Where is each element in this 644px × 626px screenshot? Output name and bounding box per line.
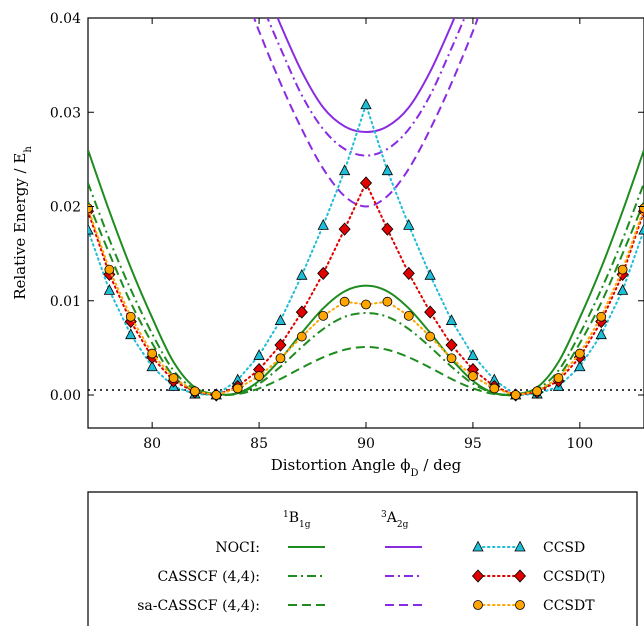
y-tick-label: 0.04 [50,11,81,27]
data-point-ccsd [616,284,629,295]
data-point-ccsd [103,284,116,295]
data-point-ccsd-t [295,305,308,319]
data-point-ccsdt [147,348,158,359]
legend-row-casscf: CASSCF (4,4): [157,569,260,585]
data-point-ccsd [445,314,458,325]
data-point-ccsdt [190,386,200,397]
legend-marker-ccsdt [515,600,525,610]
data-point-ccsd [574,360,586,372]
data-point-ccsdt [446,353,457,364]
data-point-ccsdt [104,264,115,275]
data-point-ccsd [317,218,329,230]
data-point-ccsd-t [381,222,394,236]
data-point-ccsdt [596,311,607,322]
data-point-ccsdt [125,311,136,322]
plot-area [87,17,644,429]
legend-marker-ccsd [514,540,526,552]
data-point-ccsdt [168,373,179,383]
data-point-ccsdt [532,386,542,397]
legend-row-sacasscf: sa-CASSCF (4,4): [137,598,260,614]
series-line-casscf-4-4-1b1g [88,182,644,397]
data-point-ccsd [360,98,372,110]
data-point-ccsd-t [317,266,330,281]
series-line-noci-1b1g [88,149,644,396]
data-point-ccsdt [489,383,500,394]
legend-marker-ccsdt [473,600,483,610]
data-point-ccsd [88,223,94,235]
y-axis-label: Relative Energy / Eh [11,146,34,300]
data-point-ccsdt [468,371,478,382]
data-point-ccsd [595,328,607,340]
legend-col-a2g: 3A2g [381,510,409,530]
y-tick-label: 0.03 [50,105,81,121]
x-tick-label: 80 [143,436,161,452]
data-point-ccsdt [425,331,436,342]
y-tick-label: 0.01 [50,294,81,310]
legend-marker-ccsd-t [471,569,485,583]
series-line-noci-3a2g [276,18,456,134]
legend-label-ccsd-t: CCSD(T) [543,569,606,585]
legend-frame [87,491,638,626]
data-point-ccsdt [382,296,393,307]
data-point-ccsdt [232,383,243,394]
legend: 1B1g 3A2g NOCI: CASSCF (4,4): sa-CASSCF … [87,491,638,626]
data-point-ccsdt [574,348,585,359]
legend-marker-ccsd-t [513,569,527,583]
data-point-ccsd [338,164,351,176]
legend-markers [471,540,527,610]
data-point-ccsdt [361,299,371,310]
data-point-ccsd-t [424,305,437,319]
data-point-ccsd [274,314,287,325]
data-point-ccsd [296,268,308,280]
data-point-ccsd [381,164,394,176]
series-line-sa-casscf-4-4-3a2g [253,18,479,208]
legend-col-b1g: 1B1g [283,510,311,530]
x-axis-label: Distortion Angle ϕD / deg [271,456,462,479]
data-point-ccsdt [617,264,628,275]
ticks-layer: 80 85 90 95 100 0.00 0.01 0.02 0.03 0.04 [50,11,644,452]
y-tick-label: 0.02 [50,200,81,216]
data-point-ccsd [146,360,158,372]
data-point-ccsdt [553,373,564,383]
data-point-ccsd [253,349,265,360]
data-point-ccsdt [275,353,286,364]
data-point-ccsd [125,328,137,340]
series-line-casscf-4-4-3a2g [266,18,466,157]
data-point-ccsdt [318,310,329,321]
series-layer [88,18,644,402]
data-point-ccsd-t [338,222,351,236]
data-point-ccsdt [339,296,350,307]
data-point-ccsd-t [274,338,287,352]
legend-label-ccsd: CCSD [543,540,585,556]
data-point-ccsdt [254,371,264,382]
data-point-ccsd [424,268,436,280]
x-tick-label: 90 [357,436,375,452]
data-point-ccsd-t [445,338,458,352]
data-point-ccsdt [211,390,222,400]
data-point-ccsdt [510,390,521,400]
data-point-ccsd [467,349,479,360]
data-point-ccsdt [88,203,93,214]
data-point-ccsd-t [359,176,373,190]
x-tick-label: 85 [250,436,268,452]
data-point-ccsd [638,223,644,235]
data-point-ccsdt [403,310,414,321]
legend-row-noci: NOCI: [215,540,260,556]
y-tick-label: 0.00 [50,388,81,404]
x-tick-label: 95 [464,436,482,452]
legend-label-ccsdt: CCSDT [543,598,595,614]
data-point-ccsdt [296,331,307,342]
data-point-ccsd-t [402,266,415,281]
x-tick-label: 100 [566,436,593,452]
legend-marker-ccsd [472,540,484,552]
data-point-ccsd [403,218,415,230]
